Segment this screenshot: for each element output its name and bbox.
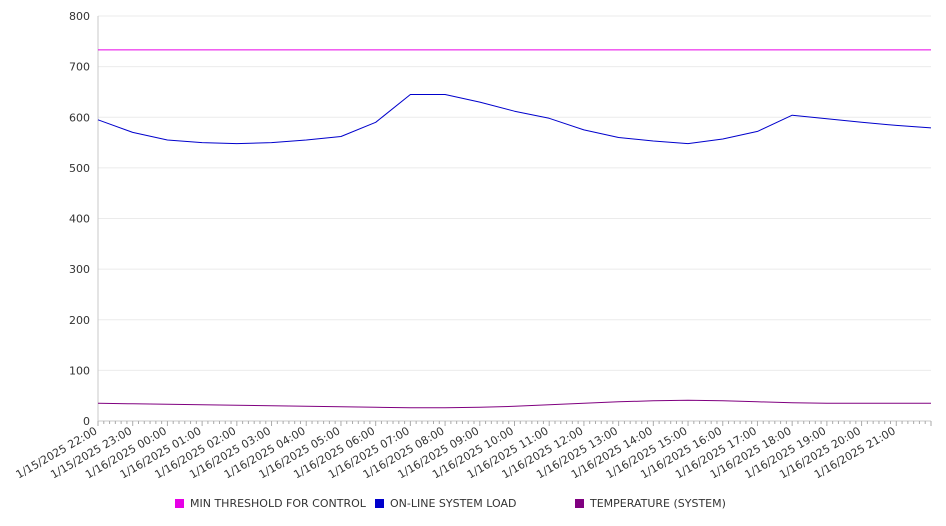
y-tick-label: 200: [69, 314, 90, 327]
legend-label: ON-LINE SYSTEM LOAD: [390, 497, 517, 510]
y-tick-label: 600: [69, 111, 90, 124]
y-tick-label: 400: [69, 213, 90, 226]
legend-swatch: [175, 499, 184, 508]
y-tick-label: 700: [69, 61, 90, 74]
series-line: [97, 399, 931, 409]
y-tick-label: 500: [69, 162, 90, 175]
legend-swatch: [575, 499, 584, 508]
series-line: [97, 94, 932, 145]
legend-label: MIN THRESHOLD FOR CONTROL: [190, 497, 366, 510]
legend-label: TEMPERATURE (SYSTEM): [590, 497, 726, 510]
gridlines: [98, 15, 931, 371]
y-tick-label: 100: [69, 364, 90, 377]
y-tick-label: 800: [69, 10, 90, 23]
y-tick-labels: 0 100 200 300 400 500 600 700 800: [69, 10, 90, 428]
legend-item: TEMPERATURE (SYSTEM): [575, 497, 726, 510]
legend-item: MIN THRESHOLD FOR CONTROL: [175, 497, 366, 510]
series-lines: [97, 49, 932, 409]
legend: MIN THRESHOLD FOR CONTROL ON-LINE SYSTEM…: [0, 497, 946, 515]
x-minor-ticks: [97, 421, 932, 426]
legend-swatch: [375, 499, 384, 508]
y-tick-label: 0: [83, 415, 90, 428]
legend-item: ON-LINE SYSTEM LOAD: [375, 497, 516, 510]
y-tick-label: 300: [69, 263, 90, 276]
x-tick-labels: 1/15/2025 22:001/15/2025 23:001/16/2025 …: [14, 424, 898, 481]
